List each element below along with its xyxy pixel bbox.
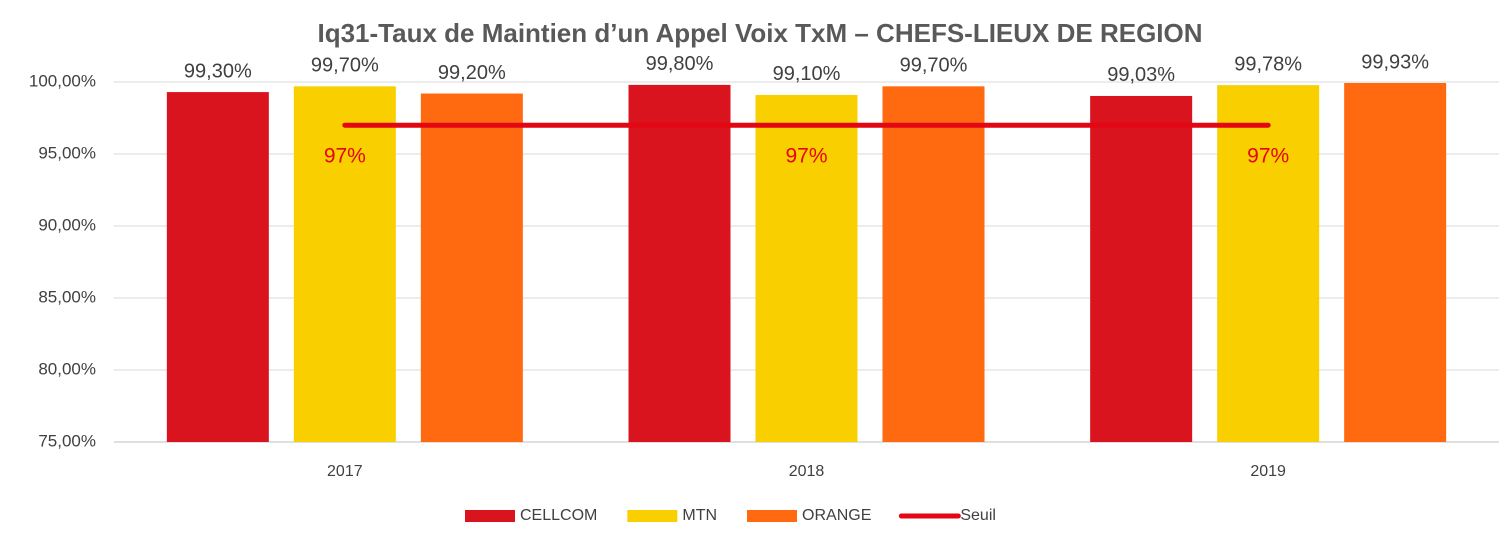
x-tick-label: 2017 <box>327 463 363 480</box>
bar <box>167 92 269 442</box>
bar-value-label: 99,30% <box>184 60 252 82</box>
y-tick-label: 75,00% <box>38 431 96 450</box>
x-tick-label: 2019 <box>1250 463 1286 480</box>
bar <box>1090 96 1192 442</box>
bar-value-label: 99,03% <box>1107 64 1175 86</box>
threshold-label: 97% <box>1247 145 1289 168</box>
bar-value-label: 99,70% <box>900 55 968 77</box>
bar <box>421 94 523 442</box>
x-tick-label: 2018 <box>789 463 825 480</box>
chart: Iq31-Taux de Maintien d’un Appel Voix Tx… <box>0 0 1499 548</box>
bar <box>1344 83 1446 442</box>
bar-value-label: 99,78% <box>1234 53 1302 75</box>
bar <box>883 86 985 442</box>
legend-swatch <box>747 510 797 522</box>
y-tick-label: 90,00% <box>38 215 96 234</box>
threshold-label: 97% <box>785 145 827 168</box>
legend-swatch <box>465 510 515 522</box>
legend-label: Seuil <box>960 507 996 524</box>
bar-value-label: 99,10% <box>773 63 841 85</box>
bar-value-label: 99,93% <box>1361 51 1429 73</box>
bar-value-label: 99,20% <box>438 62 506 84</box>
threshold-label: 97% <box>324 145 366 168</box>
y-tick-label: 85,00% <box>38 287 96 306</box>
bar <box>294 86 396 442</box>
y-tick-label: 100,00% <box>29 71 96 90</box>
bar-value-label: 99,80% <box>646 53 714 75</box>
y-tick-label: 95,00% <box>38 143 96 162</box>
bar <box>629 85 731 442</box>
legend-label: ORANGE <box>802 507 871 524</box>
bar <box>1217 85 1319 442</box>
legend-label: CELLCOM <box>520 507 597 524</box>
y-tick-label: 80,00% <box>38 359 96 378</box>
legend-label: MTN <box>682 507 717 524</box>
chart-title: Iq31-Taux de Maintien d’un Appel Voix Tx… <box>317 18 1202 48</box>
legend-swatch <box>627 510 677 522</box>
bar-value-label: 99,70% <box>311 55 379 77</box>
